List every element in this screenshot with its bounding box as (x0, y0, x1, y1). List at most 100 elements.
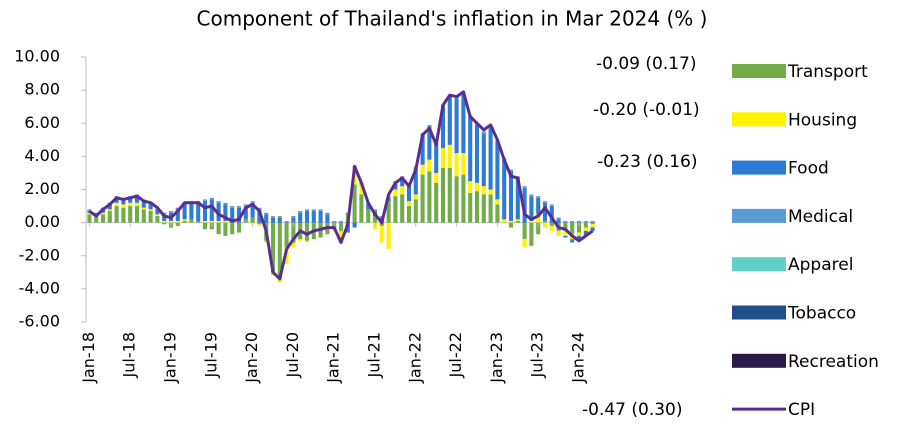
bar (481, 186, 486, 195)
annotation: -0.47 (0.30) (582, 400, 683, 420)
bar (209, 220, 214, 223)
bar (386, 222, 391, 250)
bar (583, 222, 588, 228)
bar (495, 141, 500, 200)
chart-title: Component of Thailand's inflation in Mar… (197, 7, 708, 31)
bar (148, 209, 153, 212)
bar (590, 227, 595, 232)
bar (406, 184, 412, 202)
bar (257, 224, 262, 226)
bar (570, 221, 575, 223)
y-tick-label: 0.00 (24, 212, 60, 231)
bar (461, 93, 466, 154)
bar (270, 216, 276, 218)
bar (529, 220, 534, 223)
bar (406, 206, 412, 223)
bar (121, 207, 126, 223)
bar (175, 209, 180, 221)
legend-swatch (732, 257, 786, 272)
bar (318, 211, 323, 223)
bar (216, 202, 221, 221)
bar (87, 212, 92, 215)
bar (508, 171, 514, 221)
bar (134, 196, 140, 203)
bar (141, 207, 146, 210)
y-tick-label: 8.00 (24, 80, 60, 99)
bar (542, 220, 548, 223)
bar (529, 195, 534, 197)
bar (515, 177, 520, 220)
bar (434, 141, 439, 173)
bar (447, 167, 452, 223)
bar (372, 210, 378, 212)
bar (583, 221, 588, 223)
bar (236, 207, 242, 223)
bar (325, 213, 330, 215)
bar (121, 199, 126, 205)
bar (420, 174, 425, 223)
bar (311, 211, 316, 223)
bar (243, 219, 248, 223)
bar (563, 221, 568, 223)
bar (488, 194, 493, 223)
bar (522, 187, 527, 223)
legend-label: Transport (787, 62, 868, 82)
bar (264, 240, 269, 243)
bar (413, 167, 418, 195)
bar (243, 205, 248, 207)
bar (563, 230, 568, 236)
bar (196, 202, 201, 221)
bar (515, 219, 520, 221)
bar (216, 222, 221, 235)
bar (481, 194, 486, 223)
bar (536, 196, 541, 198)
bar (148, 211, 153, 223)
bar (304, 211, 310, 223)
bar (536, 197, 541, 215)
bar (338, 221, 344, 223)
bar (298, 212, 303, 223)
legend-label: Medical (788, 207, 853, 227)
bar (502, 219, 507, 223)
bar (488, 189, 493, 195)
bar (175, 220, 180, 223)
bar (427, 171, 432, 223)
bar (250, 217, 255, 223)
bar (257, 209, 262, 223)
bar (379, 222, 384, 226)
bar (590, 221, 595, 223)
bar (134, 202, 140, 207)
bar (168, 220, 174, 223)
bar (338, 222, 344, 231)
bar (474, 191, 480, 223)
bar (155, 216, 160, 223)
bar (400, 194, 405, 223)
bar (202, 200, 208, 202)
bar (400, 177, 405, 187)
bar (576, 222, 582, 233)
bar (332, 221, 337, 223)
bar (202, 222, 208, 230)
bar (298, 239, 303, 241)
bar (576, 232, 582, 236)
annotation: -0.09 (0.17) (596, 54, 697, 74)
x-tick-label: Jul-20 (283, 332, 302, 378)
bar (556, 218, 561, 220)
bar (277, 216, 282, 218)
bar (223, 222, 228, 236)
bar (182, 220, 187, 223)
bar (393, 189, 398, 197)
bar (508, 220, 514, 223)
bar (366, 204, 371, 210)
bar (168, 211, 174, 213)
bar (583, 230, 588, 236)
bar (270, 222, 276, 273)
bar (413, 199, 418, 223)
legend-swatch (732, 160, 786, 175)
bar (209, 198, 214, 200)
bar (311, 210, 316, 212)
bar (325, 214, 330, 223)
legend-swatch (732, 353, 786, 368)
bar (379, 225, 384, 243)
bar (542, 202, 548, 221)
